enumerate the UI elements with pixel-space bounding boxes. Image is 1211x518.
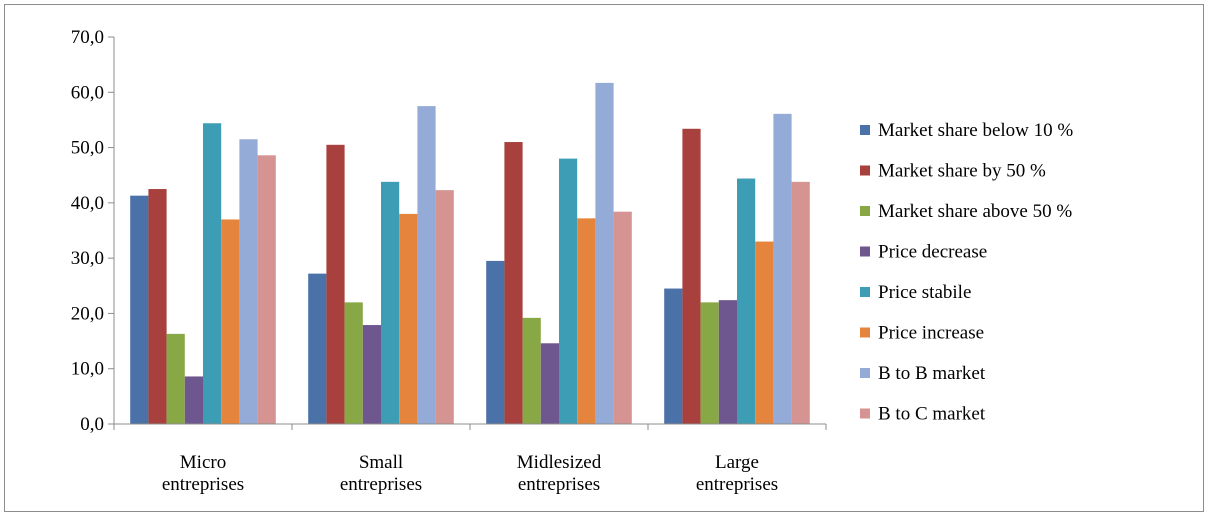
bar [595,82,614,424]
bar [239,139,258,424]
bar [148,189,167,424]
y-tick-label: 50,0 [71,138,104,159]
bar [166,333,185,424]
bar [326,144,345,425]
bar [344,302,363,424]
legend-label: B to C market [878,404,986,425]
bar [540,343,559,424]
legend-label: B to B market [878,363,986,384]
legend-label: Price increase [878,323,984,344]
bar [791,181,810,424]
legend-label: Market share above 50 % [878,201,1072,222]
bar [308,273,327,424]
y-tick-label: 20,0 [71,303,104,324]
bar [486,260,505,424]
legend-swatch [860,287,870,297]
bar [381,181,400,424]
y-tick-label: 10,0 [71,359,104,380]
y-tick-label: 60,0 [71,82,104,103]
x-category-label: Small entreprises [340,452,422,495]
bar [184,376,203,424]
bar [613,211,632,424]
legend-swatch [860,368,870,378]
legend-label: Market share by 50 % [878,161,1046,182]
bar [362,325,381,424]
legend-label: Market share below 10 % [878,120,1073,141]
bar [399,213,418,424]
legend-label: Price stabile [878,282,971,303]
bar [737,178,756,424]
bar [522,317,541,424]
y-tick-label: 40,0 [71,193,104,214]
legend-swatch [860,246,870,257]
legend-swatch [860,125,870,135]
bar [664,288,683,424]
y-tick-label: 30,0 [71,248,104,269]
y-tick-label: 0,0 [80,414,104,435]
legend-swatch [860,408,870,419]
y-tick-label: 70,0 [71,27,104,48]
bar [221,219,240,424]
bar [700,302,719,424]
bar [504,142,523,425]
x-category-label: Large entreprises [696,452,778,495]
bar [682,128,701,424]
bar [203,123,222,424]
bar [559,158,578,424]
bar [130,195,149,424]
bar [755,241,774,424]
bar [417,106,436,424]
bar [435,190,454,424]
x-category-label: Midlesized entreprises [517,452,602,495]
legend-swatch [860,327,870,338]
legend-swatch [860,206,870,216]
legend-swatch [860,165,870,176]
bar [257,155,276,424]
legend-label: Price decrease [878,242,987,263]
x-category-label: Micro entreprises [162,452,244,495]
bar [577,218,596,424]
bar [718,300,737,424]
bar [773,113,792,425]
